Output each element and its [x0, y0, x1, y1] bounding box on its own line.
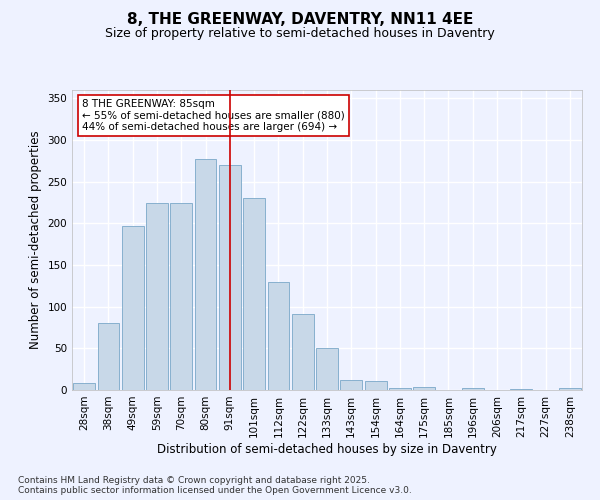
Bar [365, 381, 386, 390]
Bar [413, 386, 435, 390]
Bar [146, 204, 168, 390]
Bar [122, 226, 143, 390]
Text: Contains HM Land Registry data © Crown copyright and database right 2025.
Contai: Contains HM Land Registry data © Crown c… [18, 476, 412, 495]
Text: Size of property relative to semi-detached houses in Daventry: Size of property relative to semi-detach… [105, 28, 495, 40]
Y-axis label: Number of semi-detached properties: Number of semi-detached properties [29, 130, 42, 350]
Bar [316, 348, 338, 390]
Bar [194, 159, 217, 390]
Bar [97, 324, 119, 390]
Bar [243, 198, 265, 390]
Bar [389, 388, 411, 390]
Text: 8, THE GREENWAY, DAVENTRY, NN11 4EE: 8, THE GREENWAY, DAVENTRY, NN11 4EE [127, 12, 473, 28]
Bar [268, 282, 289, 390]
Bar [219, 165, 241, 390]
X-axis label: Distribution of semi-detached houses by size in Daventry: Distribution of semi-detached houses by … [157, 442, 497, 456]
Bar [73, 384, 95, 390]
Bar [511, 389, 532, 390]
Bar [292, 314, 314, 390]
Bar [559, 388, 581, 390]
Bar [340, 380, 362, 390]
Bar [462, 388, 484, 390]
Bar [170, 204, 192, 390]
Text: 8 THE GREENWAY: 85sqm
← 55% of semi-detached houses are smaller (880)
44% of sem: 8 THE GREENWAY: 85sqm ← 55% of semi-deta… [82, 99, 345, 132]
